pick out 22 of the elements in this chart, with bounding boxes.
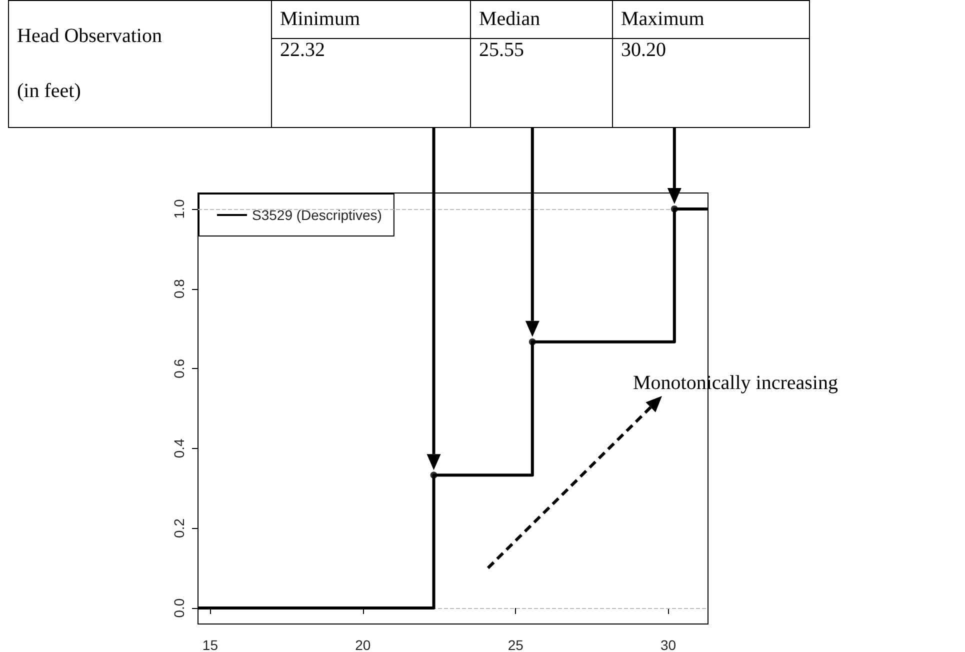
text: 25.55: [470, 38, 612, 128]
point: [430, 472, 438, 479]
text: 30.20: [612, 38, 810, 128]
point: [670, 205, 678, 212]
text: (in feet): [17, 80, 81, 102]
x-tick-label: 15: [202, 637, 218, 652]
x-tick-label: 30: [660, 637, 676, 652]
x-tick-label: 20: [355, 637, 371, 652]
y-tick-label: 0.0: [171, 598, 187, 618]
y-tick-label: 0.2: [171, 518, 187, 538]
y-tick-label: 1.0: [171, 199, 187, 219]
text: Median: [470, 0, 612, 38]
text: Minimum: [272, 0, 470, 38]
y-tick-label: 0.8: [171, 278, 187, 299]
x-tick-label: 25: [508, 637, 524, 652]
text: 22.32: [272, 38, 470, 128]
y-tick-label: 0.6: [171, 358, 187, 378]
legend-label: S3529 (Descriptives): [252, 207, 382, 223]
y-tick-label: 0.4: [171, 438, 187, 458]
text: Head Observation: [17, 25, 162, 47]
text: Maximum: [612, 0, 810, 38]
point: [528, 338, 536, 346]
